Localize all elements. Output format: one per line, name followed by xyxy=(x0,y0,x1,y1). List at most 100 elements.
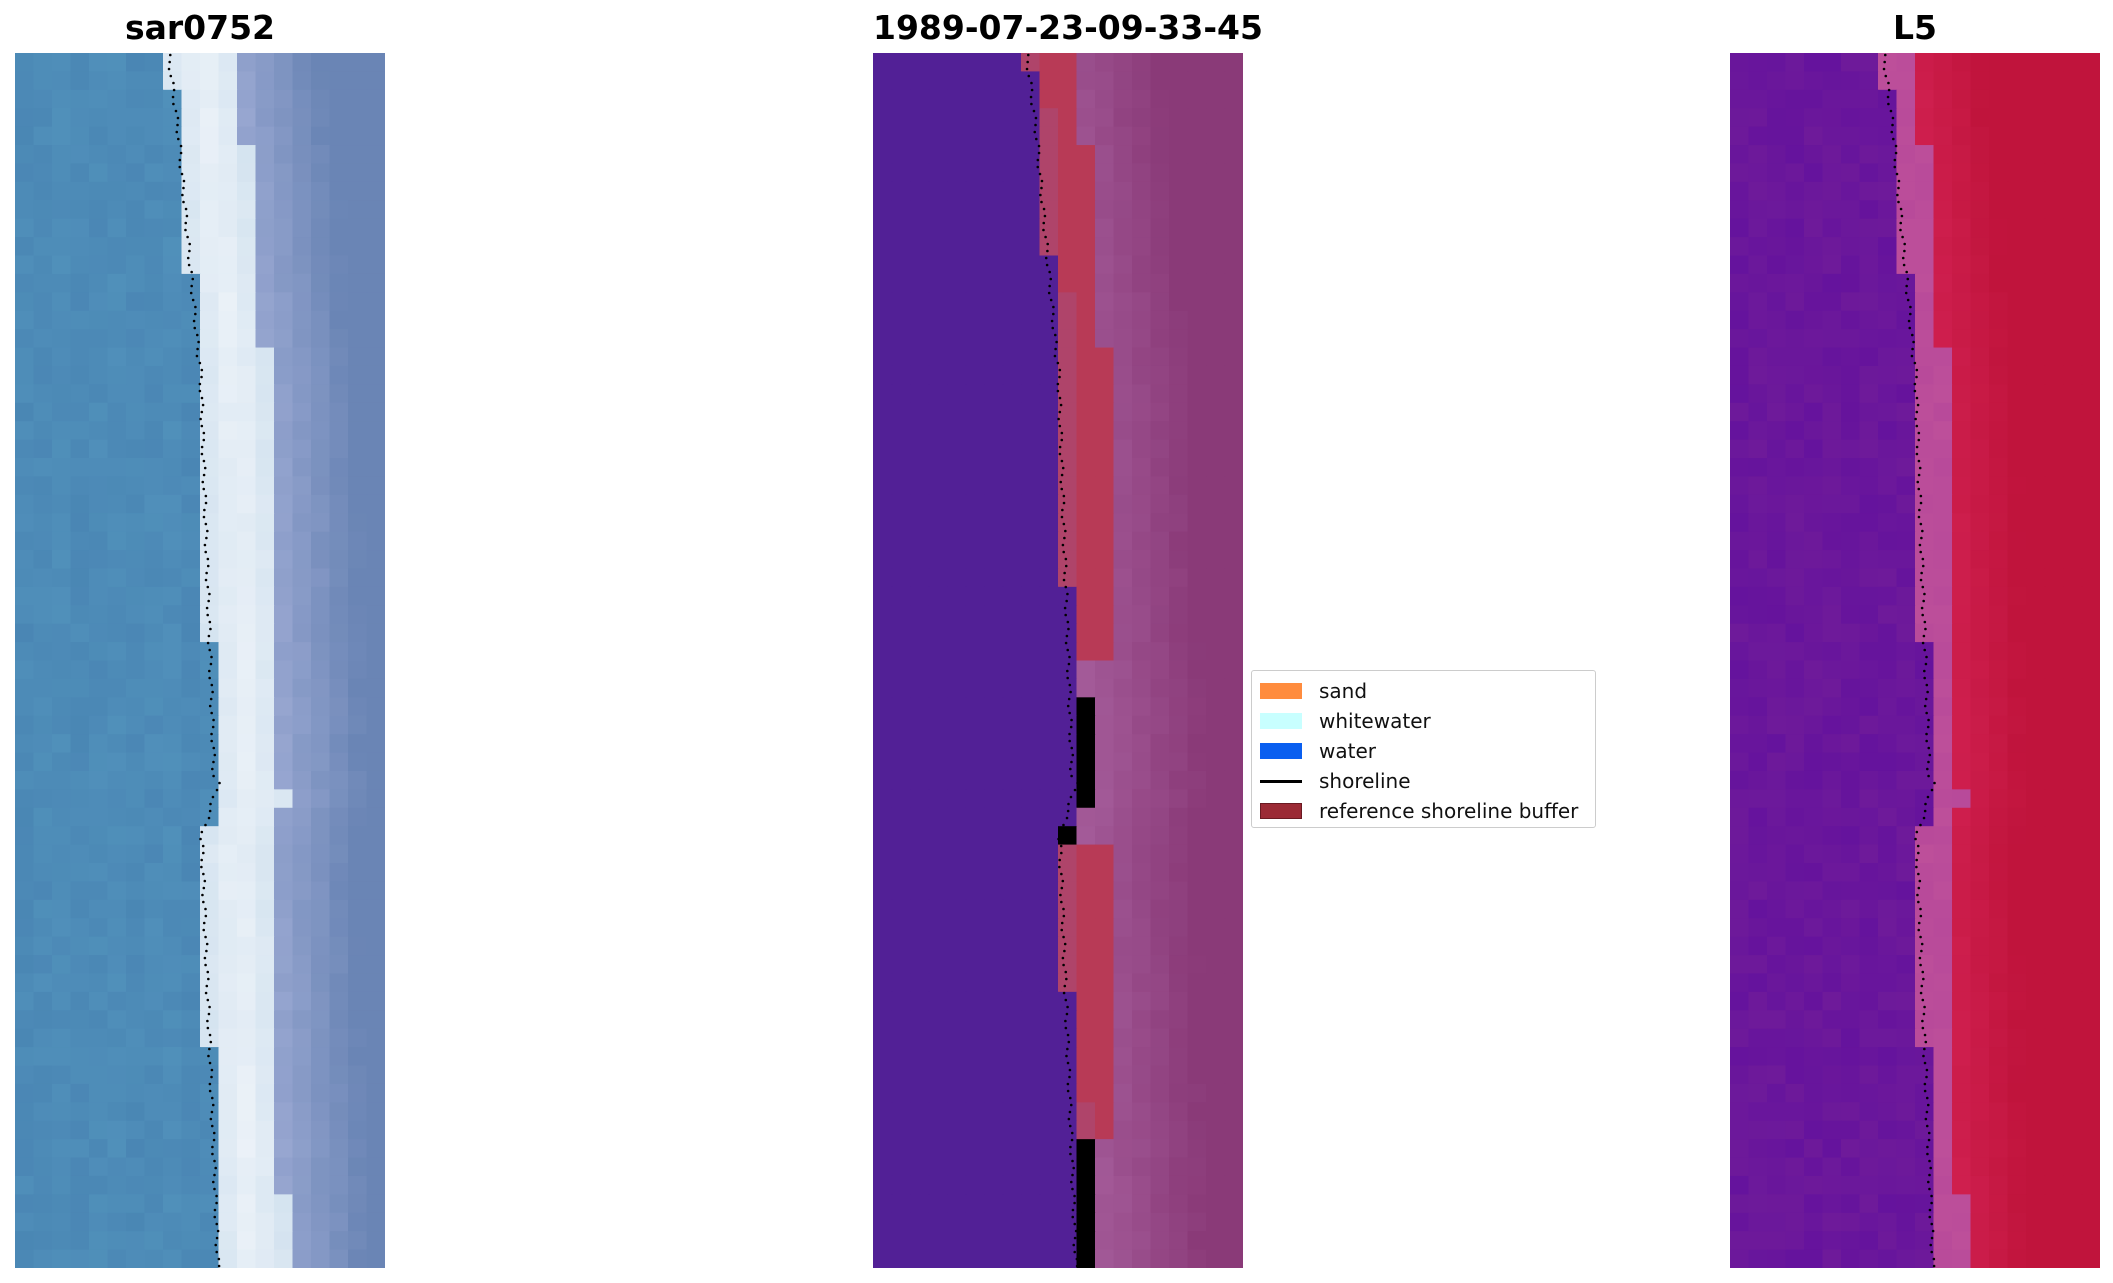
pixel-cell xyxy=(2063,53,2083,73)
pixel-cell xyxy=(1132,108,1152,128)
pixel-cell xyxy=(70,71,90,91)
pixel-cell xyxy=(1169,991,1189,1011)
pixel-cell xyxy=(200,255,220,275)
pixel-cell xyxy=(947,89,967,109)
pixel-cell xyxy=(292,752,312,772)
pixel-cell xyxy=(2044,218,2064,238)
pixel-cell xyxy=(1169,936,1189,956)
pixel-cell xyxy=(329,1120,349,1140)
pixel-cell xyxy=(2063,1212,2083,1232)
pixel-cell xyxy=(15,1249,35,1268)
pixel-cell xyxy=(1822,1028,1842,1048)
pixel-cell xyxy=(1076,71,1096,91)
pixel-cell xyxy=(311,1102,331,1122)
pixel-cell xyxy=(218,494,238,514)
pixel-cell xyxy=(329,991,349,1011)
pixel-cell xyxy=(1113,513,1133,533)
pixel-cell xyxy=(181,955,201,975)
pixel-cell xyxy=(1748,1028,1768,1048)
pixel-cell xyxy=(2044,365,2064,385)
pixel-cell xyxy=(237,126,257,146)
pixel-cell xyxy=(1076,145,1096,165)
pixel-cell xyxy=(947,991,967,1011)
shoreline-point xyxy=(194,312,197,316)
pixel-cell xyxy=(910,329,930,349)
pixel-cell xyxy=(348,550,368,570)
pixel-cell xyxy=(2063,310,2083,330)
shoreline-point xyxy=(1925,739,1928,743)
rgb-image-panel xyxy=(15,53,385,1268)
pixel-cell xyxy=(33,439,53,459)
pixel-cell xyxy=(237,421,257,441)
pixel-cell xyxy=(1187,292,1207,312)
pixel-cell xyxy=(126,384,146,404)
pixel-cell xyxy=(366,53,385,73)
shoreline-point xyxy=(210,1075,213,1079)
pixel-cell xyxy=(1187,678,1207,698)
legend-item-sand: sand xyxy=(1260,677,1367,705)
pixel-cell xyxy=(1878,237,1898,257)
pixel-cell xyxy=(1002,126,1022,146)
pixel-cell xyxy=(928,881,948,901)
pixel-cell xyxy=(1841,163,1861,183)
pixel-cell xyxy=(2081,1212,2100,1232)
shoreline-point xyxy=(1058,445,1062,449)
pixel-cell xyxy=(15,936,35,956)
pixel-cell xyxy=(33,108,53,128)
pixel-cell xyxy=(107,973,127,993)
pixel-cell xyxy=(965,292,985,312)
pixel-cell xyxy=(965,53,985,73)
pixel-cell xyxy=(1896,310,1916,330)
pixel-cell xyxy=(947,1157,967,1177)
pixel-cell xyxy=(15,623,35,643)
shoreline-point xyxy=(1889,109,1893,113)
pixel-cell xyxy=(1822,163,1842,183)
pixel-cell xyxy=(1989,734,2009,754)
pixel-cell xyxy=(1933,218,1953,238)
pixel-cell xyxy=(1878,421,1898,441)
pixel-cell xyxy=(52,163,72,183)
pixel-cell xyxy=(1822,310,1842,330)
pixel-cell xyxy=(1150,807,1170,827)
pixel-cell xyxy=(1021,329,1041,349)
pixel-cell xyxy=(1002,200,1022,220)
legend-swatch-water xyxy=(1260,743,1302,759)
pixel-cell xyxy=(873,789,893,809)
pixel-cell xyxy=(1952,310,1972,330)
pixel-cell xyxy=(274,1212,294,1232)
pixel-cell xyxy=(984,255,1004,275)
pixel-cell xyxy=(965,513,985,533)
pixel-cell xyxy=(2007,402,2027,422)
pixel-cell xyxy=(1859,899,1879,919)
pixel-cell xyxy=(873,918,893,938)
pixel-cell xyxy=(311,586,331,606)
pixel-cell xyxy=(1150,918,1170,938)
pixel-cell xyxy=(52,715,72,735)
pixel-cell xyxy=(366,531,385,551)
pixel-cell xyxy=(70,807,90,827)
pixel-cell xyxy=(1730,1065,1750,1085)
pixel-cell xyxy=(1187,770,1207,790)
pixel-cell xyxy=(1989,1212,2009,1232)
pixel-cell xyxy=(292,642,312,662)
shoreline-point xyxy=(1064,970,1068,974)
pixel-cell xyxy=(1970,973,1990,993)
pixel-cell xyxy=(1206,660,1226,680)
pixel-cell xyxy=(984,586,1004,606)
pixel-cell xyxy=(1730,310,1750,330)
shoreline-point xyxy=(1924,627,1927,631)
pixel-cell xyxy=(1076,163,1096,183)
pixel-cell xyxy=(1822,1212,1842,1232)
pixel-cell xyxy=(126,163,146,183)
pixel-cell xyxy=(965,826,985,846)
pixel-cell xyxy=(126,200,146,220)
shoreline-point xyxy=(1062,991,1066,995)
pixel-cell xyxy=(311,697,331,717)
pixel-cell xyxy=(70,697,90,717)
shoreline-point xyxy=(202,851,205,855)
pixel-cell xyxy=(1989,310,2009,330)
shoreline-point xyxy=(1930,1201,1933,1205)
pixel-cell xyxy=(200,237,220,257)
shoreline-point xyxy=(1044,256,1048,260)
shoreline-point xyxy=(1921,557,1925,561)
